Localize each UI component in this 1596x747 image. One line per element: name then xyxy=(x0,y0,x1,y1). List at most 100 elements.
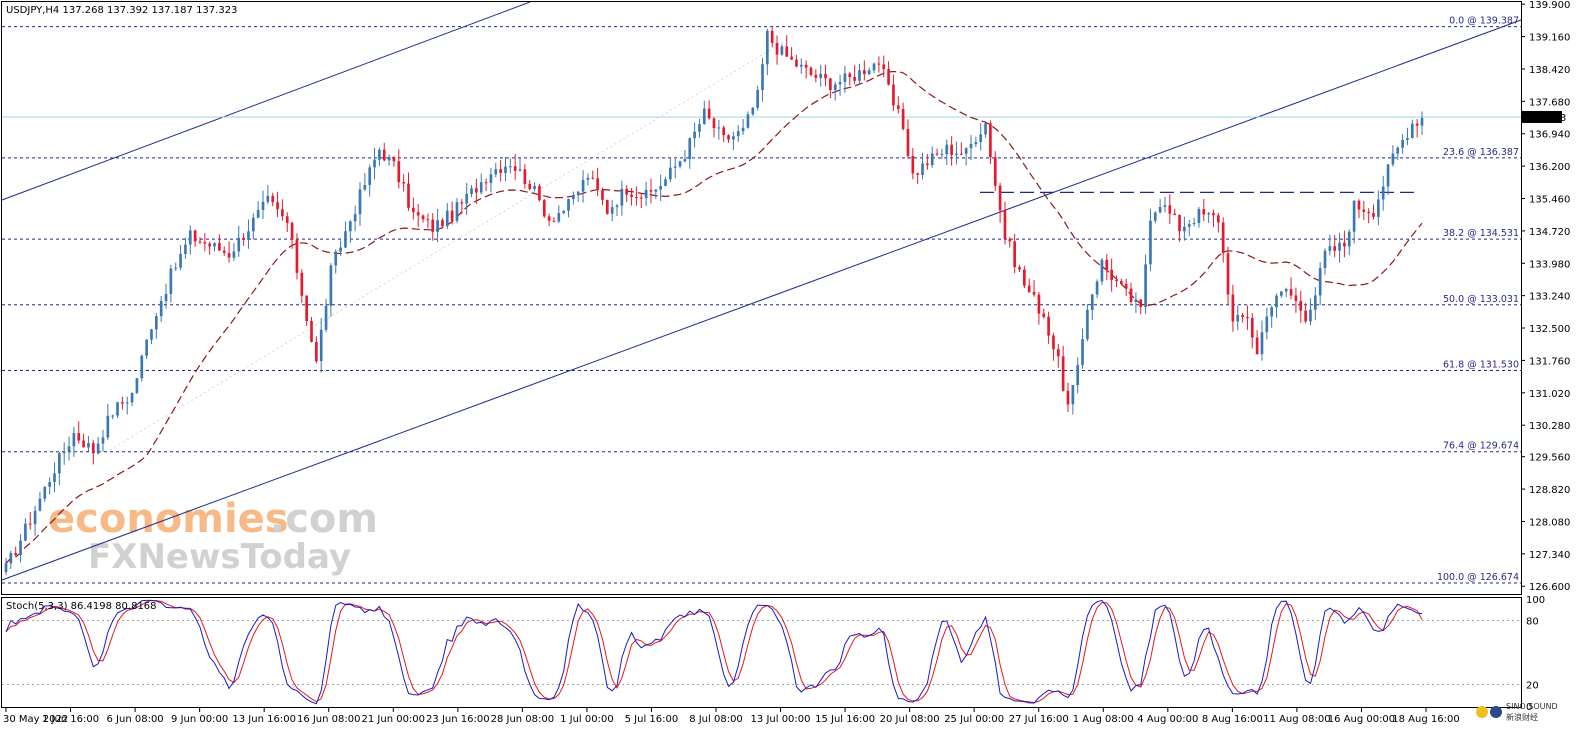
candle-body xyxy=(862,70,866,75)
candle xyxy=(19,534,22,563)
candle-body xyxy=(208,243,212,247)
candle xyxy=(683,149,687,163)
candle xyxy=(1396,146,1400,161)
candle-body xyxy=(659,186,662,190)
candle xyxy=(416,204,420,228)
candle-body xyxy=(445,210,449,227)
candle-body xyxy=(926,163,929,166)
candle-body xyxy=(387,156,391,161)
candle-body xyxy=(1095,281,1099,295)
candle-body xyxy=(518,169,522,171)
candle-body xyxy=(843,73,847,82)
candle xyxy=(1377,190,1380,226)
candle-body xyxy=(581,179,585,192)
candle-body xyxy=(1052,335,1055,350)
candle-body xyxy=(780,46,784,55)
candle xyxy=(382,142,386,162)
candle-body xyxy=(353,214,357,222)
candle xyxy=(295,233,299,280)
candle-body xyxy=(339,247,342,252)
candle-body xyxy=(441,220,444,227)
candle-body xyxy=(1023,269,1026,286)
trend-channel xyxy=(1,1,1522,581)
y-tick-label: 128.820 xyxy=(1529,485,1570,496)
candle-body xyxy=(615,205,619,208)
x-tick-label: 18 Aug 16:00 xyxy=(1392,714,1459,725)
candle-body xyxy=(513,166,517,171)
candle-body xyxy=(310,321,313,342)
candle-body xyxy=(591,177,595,179)
candle xyxy=(644,181,648,207)
candle xyxy=(838,74,842,96)
corner-logo-line1: SINO SOUND xyxy=(1506,702,1558,711)
candle xyxy=(222,246,226,256)
candle xyxy=(572,191,575,205)
candle-body xyxy=(416,212,420,216)
candle-body xyxy=(58,453,61,474)
candle xyxy=(324,298,328,333)
candle xyxy=(130,392,134,407)
candle xyxy=(804,60,808,79)
candle xyxy=(1221,217,1225,263)
candle xyxy=(1313,287,1317,321)
candle-body xyxy=(785,46,789,57)
candle xyxy=(829,77,832,99)
candle xyxy=(940,148,944,159)
candle xyxy=(450,201,454,225)
candle-body xyxy=(82,440,85,448)
candle-body xyxy=(1333,246,1337,251)
candle-body xyxy=(1066,390,1070,405)
candle xyxy=(790,47,793,60)
candle-body xyxy=(14,553,18,556)
candle-body xyxy=(1056,349,1060,357)
candle xyxy=(736,124,740,142)
candle-body xyxy=(484,182,488,184)
candle xyxy=(232,243,236,261)
candle-body xyxy=(1343,242,1346,247)
candle xyxy=(1241,312,1244,323)
candle-body xyxy=(159,300,163,317)
candle xyxy=(135,377,139,395)
candle xyxy=(1071,384,1075,415)
candle xyxy=(67,436,71,461)
candle-body xyxy=(402,182,405,184)
candle-body xyxy=(116,402,119,416)
candle-body xyxy=(290,222,294,240)
stoch-scale-label: 80 xyxy=(1526,616,1539,627)
candle xyxy=(1061,345,1065,392)
candle-body xyxy=(198,241,202,243)
candle-body xyxy=(1275,295,1278,308)
candle xyxy=(203,233,207,252)
candle xyxy=(402,174,405,192)
candle-body xyxy=(940,154,944,156)
fib-retracement-trendline xyxy=(109,37,791,451)
candle xyxy=(1090,293,1094,321)
candle-body xyxy=(19,540,22,556)
candle-body xyxy=(91,443,95,454)
candle-body xyxy=(804,64,808,68)
candle xyxy=(955,141,958,165)
candle-body xyxy=(87,443,90,448)
candle-body xyxy=(1260,332,1264,355)
candle xyxy=(1032,279,1036,297)
candle xyxy=(741,119,745,135)
candle xyxy=(1052,332,1055,361)
candle-body xyxy=(1129,288,1133,302)
x-tick-label: 9 Jun 00:00 xyxy=(171,714,228,725)
candle-body xyxy=(872,63,876,71)
candle-body xyxy=(756,89,759,108)
candle xyxy=(484,178,488,191)
candle-body xyxy=(271,195,275,203)
candle-body xyxy=(1216,215,1220,223)
candle-body xyxy=(1420,117,1424,126)
candle xyxy=(576,191,580,202)
candle xyxy=(649,178,653,204)
fib-label-0: 0.0 @ 139.387 xyxy=(1449,16,1519,27)
candle xyxy=(998,182,1002,223)
candle-body xyxy=(1357,200,1361,210)
channel-lower-line xyxy=(1,19,1522,581)
candle-body xyxy=(285,216,289,223)
candle xyxy=(116,402,119,419)
